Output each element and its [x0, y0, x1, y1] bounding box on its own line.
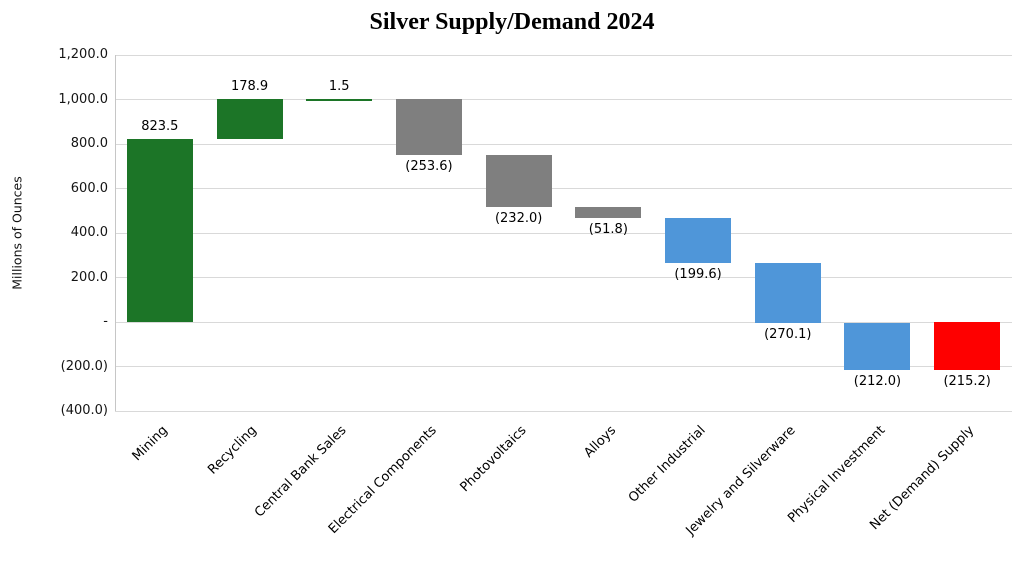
bar-recycling [216, 98, 283, 139]
y-tick-label: 1,000.0 [58, 91, 108, 107]
y-tick-label: (400.0) [60, 403, 108, 418]
value-label-central-bank-sales: 1.5 [328, 78, 350, 94]
gridline [115, 366, 1012, 367]
value-label-net-demand-supply: (215.2) [943, 373, 991, 389]
y-tick-label: - [103, 314, 108, 329]
gridline [115, 143, 1012, 145]
bar-physical-investment [844, 322, 911, 370]
bar-central-bank-sales [306, 98, 373, 101]
bar-photovoltaics [485, 155, 552, 207]
category-label-central-bank-sales: Central Bank Sales [252, 423, 350, 521]
value-label-other-industrial: (199.6) [674, 266, 722, 282]
y-tick-label: 800.0 [70, 136, 108, 151]
category-label-mining: Mining [129, 423, 171, 465]
y-tick-label: 400.0 [70, 225, 108, 240]
value-label-recycling: 178.9 [230, 78, 269, 94]
gridline [115, 410, 1012, 412]
value-label-physical-investment: (212.0) [853, 373, 902, 389]
bar-other-industrial [665, 218, 732, 263]
gridline [115, 321, 1012, 323]
gridline [115, 277, 1012, 278]
gridline [115, 99, 1012, 100]
category-label-physical-investment: Physical Investment [785, 423, 889, 526]
value-label-mining: 823.5 [141, 118, 179, 134]
y-tick-label: 1,200.0 [58, 47, 108, 62]
bar-jewelry-and-silverware [754, 262, 821, 323]
category-label-photovoltaics: Photovoltaics [457, 423, 530, 496]
y-tick-label: (200.0) [60, 358, 108, 374]
gridline [115, 232, 1012, 234]
category-label-alloys: Alloys [581, 423, 619, 461]
gridline [115, 54, 1012, 56]
value-label-jewelry-and-silverware: (270.1) [764, 326, 812, 342]
chart-title: Silver Supply/Demand 2024 [369, 9, 655, 35]
bar-mining [126, 138, 193, 322]
bar-alloys [575, 206, 642, 219]
category-label-other-industrial: Other Industrial [625, 423, 709, 506]
value-label-electrical-components: (253.6) [405, 159, 453, 175]
y-axis-line [115, 55, 116, 411]
value-label-photovoltaics: (232.0) [494, 210, 543, 226]
bar-net-demand-supply [934, 322, 1001, 370]
bar-electrical-components [395, 98, 462, 156]
y-tick-label: 200.0 [70, 269, 108, 285]
category-label-net-demand-supply: Net (Demand) Supply [867, 423, 978, 534]
gridline [115, 188, 1012, 189]
value-label-alloys: (51.8) [588, 222, 628, 238]
category-label-recycling: Recycling [205, 423, 261, 478]
y-tick-label: 600.0 [70, 180, 108, 196]
